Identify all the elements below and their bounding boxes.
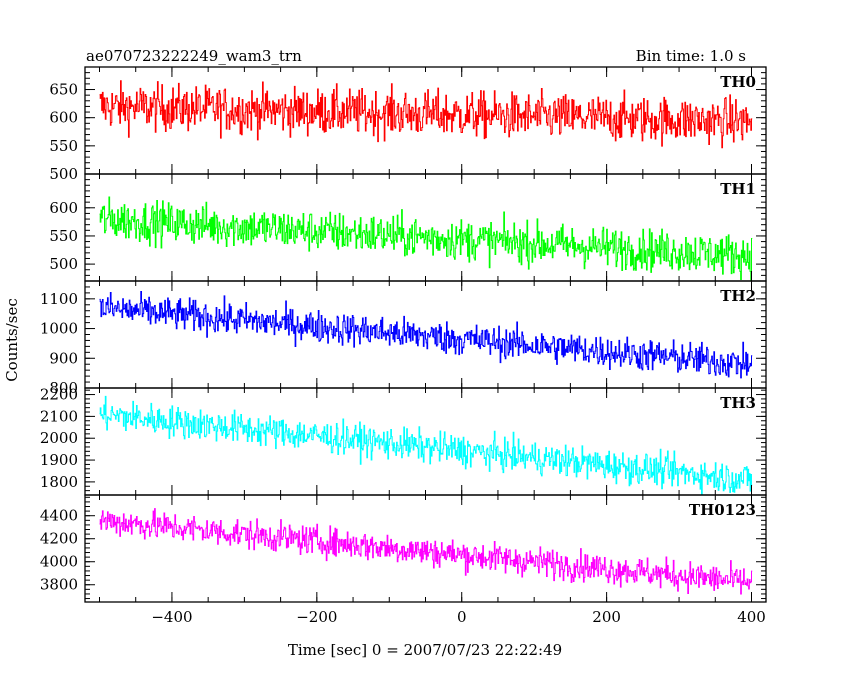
- y-tick-label: 1900: [40, 451, 78, 469]
- panel-label-th0123: TH0123: [689, 501, 756, 519]
- panel-frame: [84, 66, 767, 175]
- y-tick-label: 4000: [40, 553, 78, 571]
- y-tick-label: 550: [49, 137, 78, 155]
- y-tick-label: 2100: [40, 407, 78, 425]
- chart-title: ae070723222249_wam3_trn: [86, 47, 302, 65]
- series-th1: [99, 196, 753, 281]
- y-tick-label: 500: [49, 255, 78, 273]
- y-tick-label: 1000: [40, 320, 78, 338]
- y-tick-label: 4200: [40, 530, 78, 548]
- panel-label-th0: TH0: [720, 73, 756, 91]
- x-tick-label: −200: [296, 608, 337, 626]
- series-th0: [99, 80, 753, 149]
- y-tick-label: 800: [49, 379, 78, 397]
- y-tick-label: 2000: [40, 429, 78, 447]
- y-tick-label: 2200: [40, 386, 78, 404]
- y-tick-label: 900: [49, 349, 78, 367]
- x-tick-label: 0: [457, 608, 467, 626]
- y-tick-label: 4400: [40, 507, 78, 525]
- y-tick-label: 1100: [40, 290, 78, 308]
- panel-label-th3: TH3: [720, 394, 756, 412]
- bin-time-label: Bin time: 1.0 s: [636, 47, 746, 65]
- x-axis-label: Time [sec] 0 = 2007/07/23 22:22:49: [288, 641, 562, 659]
- y-tick-label: 600: [49, 199, 78, 217]
- y-tick-label: 650: [49, 81, 78, 99]
- x-tick-label: 400: [737, 608, 766, 626]
- panels-group: 500 550 600 650 TH0 500 550 600 TH1 800 900 1000 110…: [40, 66, 767, 626]
- x-tick-label: −400: [151, 608, 192, 626]
- y-tick-label: 500: [49, 165, 78, 183]
- panel-label-th1: TH1: [720, 180, 756, 198]
- panel-label-th2: TH2: [720, 287, 756, 305]
- y-tick-label: 600: [49, 109, 78, 127]
- y-axis-label: Counts/sec: [3, 298, 21, 382]
- y-tick-label: 550: [49, 227, 78, 245]
- series-th2: [99, 290, 753, 379]
- y-tick-label: 1800: [40, 473, 78, 491]
- series-th3: [99, 395, 753, 495]
- y-tick-label: 3800: [40, 576, 78, 594]
- series-th0123: [99, 508, 753, 595]
- x-tick-label: 200: [592, 608, 621, 626]
